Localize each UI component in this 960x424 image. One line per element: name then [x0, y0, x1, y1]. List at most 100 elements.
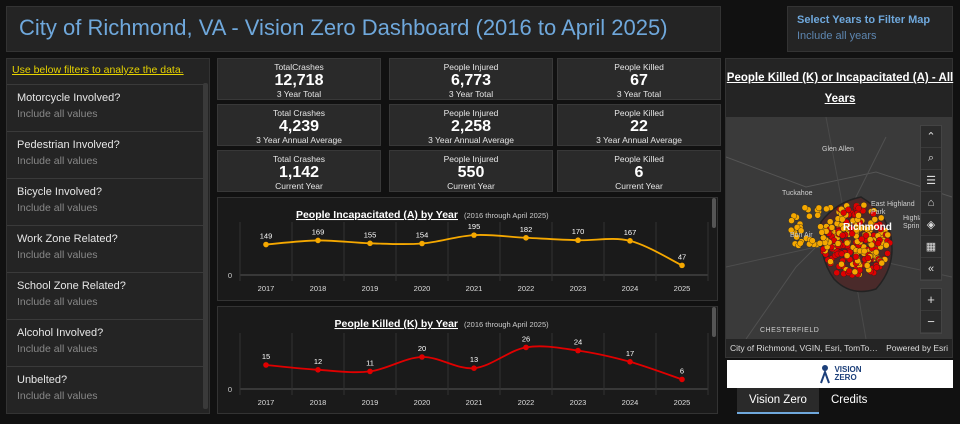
- year-filter-value[interactable]: Include all years: [797, 30, 877, 42]
- data-label: 47: [678, 252, 686, 261]
- attribution-text[interactable]: City of Richmond, VGIN, Esri, TomTo…: [730, 343, 878, 353]
- x-tick-label: 2022: [518, 284, 535, 293]
- data-label: 17: [626, 349, 634, 358]
- filter-value[interactable]: Include all values: [17, 249, 98, 261]
- filter-value[interactable]: Include all values: [17, 202, 98, 214]
- data-label: 169: [312, 227, 325, 236]
- map-label-bon-air: Bon Air: [790, 232, 813, 239]
- stat-people-killed-current: People Killed 6 Current Year: [557, 150, 721, 192]
- crash-points: [787, 201, 894, 279]
- qr-icon[interactable]: ▦: [921, 236, 941, 258]
- crash-point: [860, 201, 868, 209]
- filter-question: Pedestrian Involved?: [17, 139, 120, 151]
- data-point: [523, 344, 529, 351]
- tab-vision-zero[interactable]: Vision Zero: [737, 388, 819, 414]
- filter-bicycle[interactable]: Bicycle Involved? Include all values: [7, 178, 205, 225]
- crash-point: [863, 262, 871, 269]
- data-point: [523, 234, 529, 241]
- zoom-in-icon[interactable]: +: [921, 289, 941, 311]
- data-label: 13: [470, 355, 478, 364]
- map-label-east-highland-park: East Highland Park: [871, 201, 915, 216]
- data-point: [315, 367, 321, 373]
- map-panel: People Killed (K) or Incapacitated (A) -…: [725, 58, 953, 358]
- chart-subtitle: (2016 through April 2025): [464, 320, 549, 329]
- stat-total-crashes-3yr: TotalCrashes 12,718 3 Year Total: [217, 58, 381, 100]
- crash-point: [793, 233, 800, 241]
- stat-label: People Injured: [443, 154, 499, 164]
- data-label: 26: [522, 334, 530, 343]
- x-tick-label: 2023: [570, 284, 587, 293]
- data-point: [263, 241, 269, 248]
- map-label-tuckahoe: Tuckahoe: [782, 190, 813, 197]
- crash-point: [874, 239, 882, 247]
- data-label: 11: [366, 358, 374, 367]
- data-point: [471, 365, 477, 371]
- crash-point: [855, 212, 862, 219]
- crash-point: [855, 204, 862, 212]
- y-tick-label: 0: [228, 271, 232, 280]
- crash-point: [816, 240, 824, 247]
- chart-scrollbar[interactable]: [712, 198, 716, 228]
- person-icon: [820, 365, 831, 384]
- stat-sub: 3 Year Annual Average: [428, 135, 514, 145]
- filter-hint[interactable]: Use below filters to analyze the data.: [12, 64, 184, 76]
- chevrons-left-icon[interactable]: «: [921, 258, 941, 280]
- filter-work-zone[interactable]: Work Zone Related? Include all values: [7, 225, 205, 272]
- search-icon[interactable]: ⌕: [921, 148, 941, 170]
- filter-value[interactable]: Include all values: [17, 296, 98, 308]
- chart-scrollbar[interactable]: [712, 307, 716, 337]
- year-filter[interactable]: Select Years to Filter Map Include all y…: [787, 6, 953, 52]
- filter-question: Work Zone Related?: [17, 233, 118, 245]
- filter-unbelted[interactable]: Unbelted? Include all values: [7, 366, 205, 413]
- filter-value[interactable]: Include all values: [17, 108, 98, 120]
- stat-value: 2,258: [450, 118, 492, 135]
- collapse-icon[interactable]: ⌃: [921, 126, 941, 148]
- x-tick-label: 2018: [310, 398, 327, 407]
- filter-motorcycle[interactable]: Motorcycle Involved? Include all values: [7, 84, 205, 131]
- vision-zero-logo: VISION ZERO: [727, 360, 953, 388]
- tab-credits[interactable]: Credits: [830, 394, 868, 406]
- filter-school-zone[interactable]: School Zone Related? Include all values: [7, 272, 205, 319]
- crash-point: [839, 232, 846, 239]
- powered-by-esri[interactable]: Powered by Esri: [886, 343, 948, 353]
- stat-total-crashes-avg: Total Crashes 4,239 3 Year Annual Average: [217, 104, 381, 146]
- stat-label: People Injured: [443, 62, 499, 72]
- logo-line2: ZERO: [834, 373, 857, 382]
- chart-title: People Incapacitated (A) by Year: [296, 209, 458, 221]
- filter-question: Unbelted?: [17, 374, 68, 386]
- stat-label: People Killed: [614, 108, 664, 118]
- filter-value[interactable]: Include all values: [17, 390, 98, 402]
- map-label-highland-springs: Highland Sprin: [903, 215, 921, 230]
- data-label: 149: [260, 232, 273, 241]
- filter-scrollbar[interactable]: [203, 83, 208, 409]
- home-icon[interactable]: ⌂: [921, 192, 941, 214]
- chart-title: People Killed (K) by Year: [334, 318, 458, 330]
- layers-icon[interactable]: ◈: [921, 214, 941, 236]
- stat-label: Total Crashes: [273, 108, 325, 118]
- stat-value: 6,773: [450, 72, 492, 89]
- map-canvas[interactable]: [726, 117, 952, 339]
- filter-pedestrian[interactable]: Pedestrian Involved? Include all values: [7, 131, 205, 178]
- filter-question: Bicycle Involved?: [17, 186, 102, 198]
- crash-point: [868, 241, 875, 249]
- stat-people-injured-avg: People Injured 2,258 3 Year Annual Average: [389, 104, 553, 146]
- crash-point: [826, 218, 834, 225]
- stat-value: 550: [457, 164, 485, 181]
- crash-point: [861, 247, 868, 255]
- list-icon[interactable]: ☰: [921, 170, 941, 192]
- filter-value[interactable]: Include all values: [17, 155, 98, 167]
- crash-map[interactable]: Glen Allen Tuckahoe East Highland Park H…: [726, 117, 952, 339]
- zoom-out-icon[interactable]: −: [921, 311, 941, 333]
- map-title: People Killed (K) or Incapacitated (A) -…: [726, 72, 954, 105]
- filter-value[interactable]: Include all values: [17, 343, 98, 355]
- crash-point: [877, 214, 885, 222]
- crash-point: [833, 269, 840, 277]
- stat-value: 6: [634, 164, 644, 181]
- data-point: [419, 354, 425, 360]
- killed-chart-panel: People Killed (K) by Year (2016 through A…: [217, 306, 718, 414]
- bottom-tabs: Vision Zero Credits: [727, 388, 953, 414]
- filter-alcohol[interactable]: Alcohol Involved? Include all values: [7, 319, 205, 366]
- stat-sub: 3 Year Annual Average: [256, 135, 342, 145]
- crash-point: [862, 232, 870, 239]
- stat-label: Total Crashes: [273, 154, 325, 164]
